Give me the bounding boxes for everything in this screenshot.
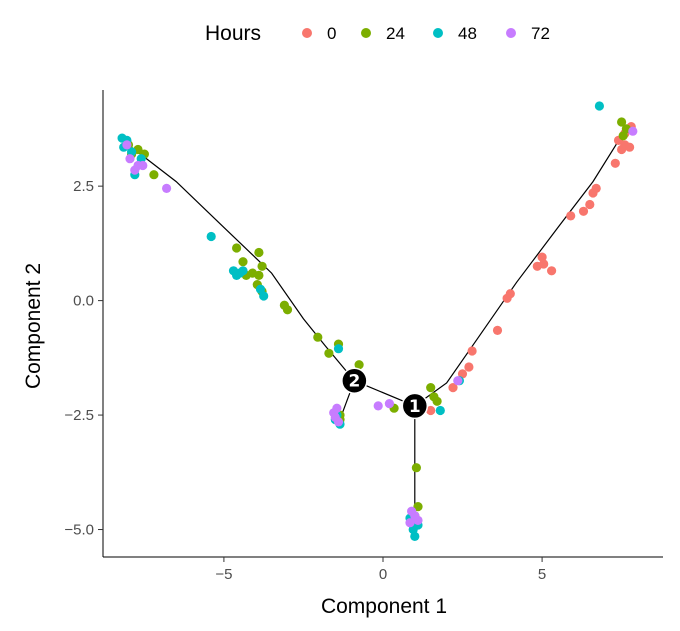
- point-hours-0-6: [617, 144, 627, 155]
- point-hours-24-3: [618, 131, 628, 141]
- point-hours-24-23: [354, 360, 364, 370]
- legend-label-0: 0: [327, 24, 336, 43]
- x-tick-label-1: −5: [215, 566, 232, 583]
- point-hours-0-16: [532, 261, 542, 271]
- branch-point-label-2: 2: [348, 372, 360, 392]
- point-hours-0-24: [426, 405, 436, 416]
- point-hours-72-9: [332, 403, 342, 413]
- trajectory-lines: [128, 135, 623, 521]
- legend-label-48: 48: [458, 24, 477, 43]
- point-hours-72-17: [413, 515, 423, 526]
- trajectory-segment-1: [128, 144, 416, 407]
- point-hours-48-15: [333, 344, 344, 354]
- point-hours-0-23: [448, 383, 458, 393]
- point-hours-0-18: [502, 293, 512, 303]
- trajectory-segment-2: [414, 135, 623, 407]
- point-hours-72-2: [122, 140, 132, 150]
- point-hours-72-16: [405, 518, 415, 528]
- point-hours-24-20: [313, 332, 323, 342]
- point-hours-24-28: [411, 463, 421, 473]
- point-hours-24-21: [324, 348, 334, 358]
- point-hours-0-15: [547, 266, 557, 276]
- point-hours-0-20: [467, 346, 477, 356]
- y-tick-label-2: −2.5: [64, 407, 94, 424]
- point-hours-24-1: [617, 117, 627, 127]
- x-tick-label-3: 5: [538, 566, 546, 583]
- point-hours-0-21: [464, 362, 474, 372]
- point-hours-0-5: [625, 142, 635, 152]
- point-hours-24-27: [432, 396, 442, 406]
- point-hours-72-5: [130, 165, 140, 175]
- point-hours-48-23: [435, 405, 445, 416]
- data-points: [117, 101, 638, 542]
- legend-title: Hours: [205, 22, 261, 45]
- legend-key-72: [506, 28, 516, 38]
- point-hours-24-10: [254, 247, 264, 258]
- point-hours-0-11: [578, 206, 589, 216]
- axes: −5 0 5 −5.0 −2.5 0.0 2.5: [64, 90, 663, 583]
- point-hours-72-11: [333, 417, 344, 427]
- x-tick-label-2: 0: [379, 566, 387, 583]
- point-hours-72-13: [384, 399, 394, 409]
- point-hours-0-13: [537, 252, 547, 262]
- legend: Hours 0 24 48 72: [205, 22, 550, 45]
- point-hours-24-14: [254, 270, 264, 280]
- point-hours-0-19: [492, 325, 503, 335]
- legend-key-24: [361, 28, 371, 38]
- legend-entries: 0 24 48 72: [302, 24, 550, 43]
- point-hours-24-29: [413, 502, 423, 512]
- y-tick-label-4: 2.5: [73, 178, 94, 195]
- point-hours-24-9: [232, 243, 242, 253]
- point-hours-48-12: [238, 266, 248, 276]
- y-tick-label-1: −5.0: [64, 522, 94, 539]
- branch-points: 12: [341, 367, 429, 420]
- branch-point-label-1: 1: [409, 397, 421, 417]
- y-tick-label-3: 0.0: [73, 293, 94, 310]
- point-hours-48-14: [259, 291, 269, 301]
- point-hours-24-11: [238, 257, 248, 267]
- branch-point-2: [341, 367, 368, 394]
- point-hours-72-6: [138, 160, 148, 171]
- point-hours-24-25: [426, 383, 436, 393]
- point-hours-24-19: [282, 305, 293, 315]
- point-hours-0-7: [610, 158, 620, 168]
- point-hours-72-7: [162, 183, 172, 193]
- legend-label-72: 72: [531, 24, 550, 43]
- point-hours-48-1: [594, 101, 605, 111]
- point-hours-48-8: [206, 231, 216, 242]
- point-hours-72-18: [453, 376, 463, 386]
- y-axis-title: Component 2: [22, 263, 45, 389]
- point-hours-24-13: [257, 261, 267, 271]
- point-hours-24-8: [149, 170, 159, 180]
- point-hours-72-3: [125, 154, 135, 164]
- branch-point-1: [401, 392, 429, 420]
- point-hours-0-12: [566, 211, 576, 221]
- legend-key-48: [433, 28, 443, 38]
- legend-label-24: 24: [386, 24, 405, 43]
- point-hours-0-10: [585, 199, 595, 210]
- x-axis-title: Component 1: [321, 595, 447, 618]
- point-hours-48-5: [127, 147, 137, 157]
- point-hours-72-12: [373, 401, 383, 411]
- point-hours-0-9: [588, 188, 598, 198]
- point-hours-72-1: [628, 126, 638, 136]
- legend-key-0: [302, 28, 312, 38]
- point-hours-48-21: [410, 531, 420, 542]
